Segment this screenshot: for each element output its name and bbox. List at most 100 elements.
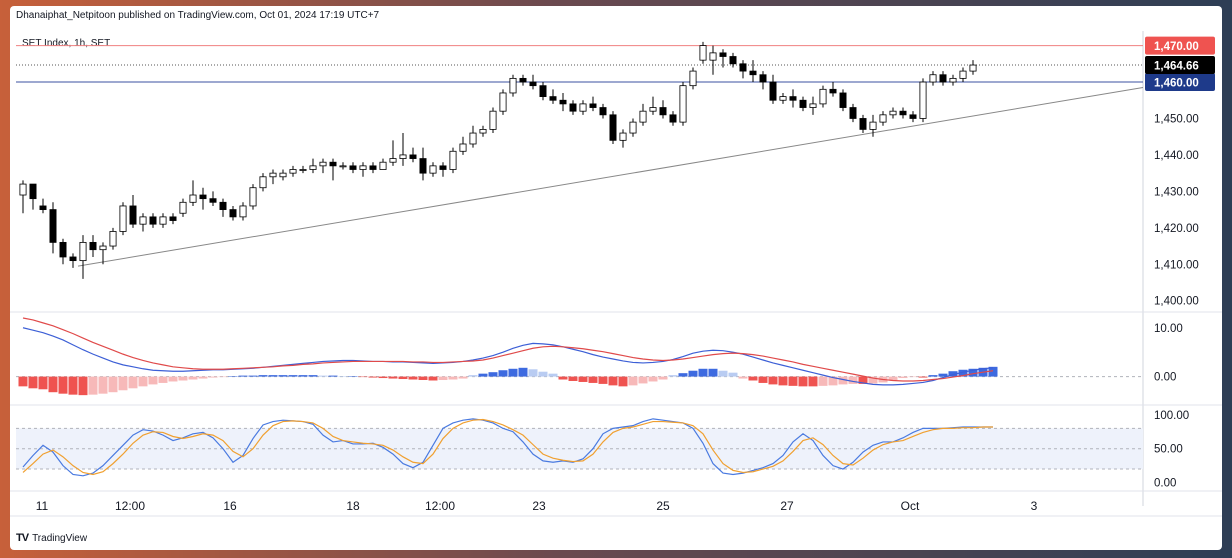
candle-body [179,201,187,214]
candle-body [729,56,737,65]
macd-histogram-bar [968,368,978,377]
macd-histogram-bar [218,376,228,378]
tradingview-logo-icon: TV [16,532,29,544]
macd-histogram-bar [598,376,608,384]
candle-body [649,107,657,112]
macd-histogram-bar [48,376,58,393]
stoch-tick-label: 0.00 [1154,478,1176,490]
price-tick-label: 1,430.00 [1154,186,1199,198]
time-tick-label: 23 [532,499,546,513]
macd-histogram-bar [108,376,118,393]
chart-svg: SET Index, 1h, SETTHB1,400.001,410.001,4… [10,31,1222,517]
candle-body [679,85,687,123]
stoch-tick-label: 100.00 [1154,410,1189,422]
candle-body [19,183,27,196]
candle-body [449,150,457,170]
macd-histogram-bar [508,368,518,377]
candle-body [409,154,417,159]
macd-histogram-bar [268,375,278,377]
macd-histogram-bar [278,375,288,377]
candle-body [209,198,217,203]
candle-body [229,209,237,218]
macd-histogram-bar [468,375,478,377]
macd-histogram-bar [728,372,738,377]
macd-histogram-bar [568,376,578,381]
macd-histogram-bar [128,376,138,389]
candle-body [89,241,97,251]
signal-line [22,317,994,382]
macd-histogram-bar [88,376,98,395]
macd-histogram-bar [778,376,788,386]
candle-body [549,96,557,101]
macd-histogram-bar [298,375,308,377]
macd-histogram-bar [988,366,998,377]
macd-histogram-bar [738,376,748,379]
macd-histogram-bar [198,376,208,379]
macd-histogram-bar [718,370,728,377]
price-tick-label: 1,440.00 [1154,150,1199,162]
macd-histogram-bar [338,376,348,377]
last-price-badge-label: 1,464.66 [1154,61,1199,73]
chart-card: Dhanaiphat_Netpitoon published on Tradin… [10,6,1222,550]
tradingview-brand[interactable]: TV TradingView [16,532,87,544]
candle-body [69,256,77,262]
macd-histogram-bar [488,372,498,377]
macd-histogram-bar [938,373,948,377]
candle-body [159,216,167,225]
candle-body [139,216,147,225]
macd-histogram-bar [408,376,418,380]
candle-body [289,169,297,174]
candle-body [379,161,387,170]
macd-histogram-bar [68,376,78,395]
macd-histogram-bar [78,376,88,396]
macd-histogram-bar [308,375,318,377]
macd-histogram-bar [828,376,838,386]
macd-histogram-bar [528,369,538,377]
macd-histogram-bar [188,376,198,380]
macd-histogram-bar [628,376,638,386]
candle-body [539,85,547,98]
candle-body [639,110,647,123]
macd-line [22,327,994,386]
macd-histogram-bar [768,376,778,385]
candle-body [629,121,637,134]
candle-body [249,187,257,207]
macd-histogram-bar [348,376,358,377]
price-tick-label: 1,420.00 [1154,223,1199,235]
time-tick-label: 12:00 [425,499,455,513]
macd-histogram-bar [838,376,848,385]
candle-body [169,216,177,221]
macd-histogram-bar [28,376,38,389]
candle-body [399,154,407,159]
candle-body [709,52,717,61]
macd-histogram-bar [18,376,28,387]
candle-body [749,70,757,76]
macd-histogram-bar [548,373,558,377]
stoch-tick-label: 50.00 [1154,444,1183,456]
macd-histogram-bar [318,375,328,377]
candle-body [699,45,707,61]
candle-body [609,114,617,141]
candle-body [859,118,867,130]
price-tick-label: 1,450.00 [1154,113,1199,125]
macd-histogram-bar [178,376,188,381]
candle-body [809,103,817,108]
chart-title: SET Index, 1h, SET [22,38,110,49]
macd-histogram-bar [448,376,458,380]
price-tick-label: 1,410.00 [1154,259,1199,271]
macd-histogram-bar [928,375,938,377]
price-tick-label: 1,400.00 [1154,296,1199,308]
candle-body [439,165,447,170]
candle-body [739,63,747,72]
macd-histogram-bar [698,368,708,377]
macd-histogram-bar [148,376,158,385]
candle-body [939,74,947,83]
macd-tick-label: 0.00 [1154,372,1176,384]
candle-body [789,96,797,101]
candle-body [849,107,857,119]
macd-histogram-bar [588,376,598,383]
brand-label: TradingView [32,532,88,544]
resistance-badge [1145,36,1215,55]
macd-histogram-bar [948,371,958,377]
